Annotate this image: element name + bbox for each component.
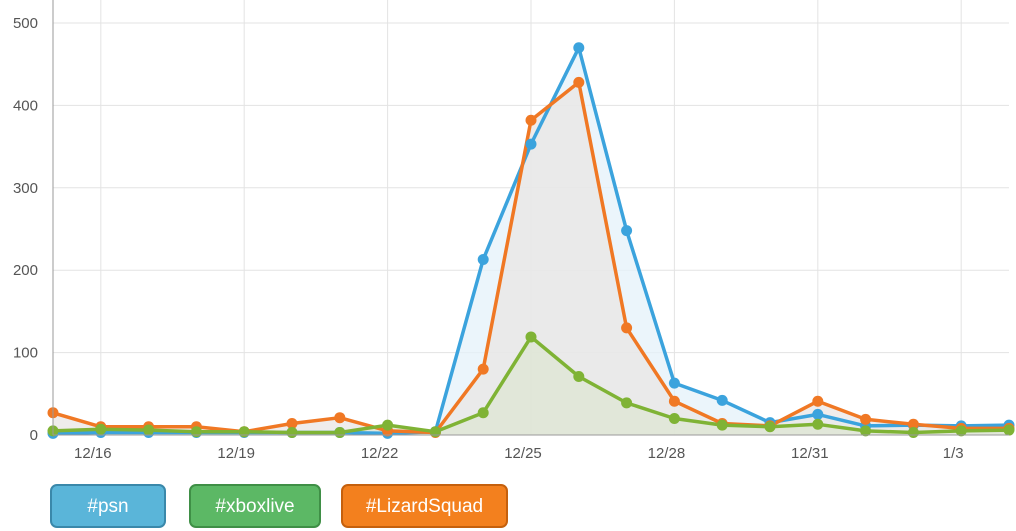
series-points: [47, 42, 1015, 439]
x-tick-label: 1/3: [943, 445, 964, 462]
data-point-psn[interactable]: [716, 394, 728, 406]
data-point-lizardsquad[interactable]: [621, 322, 633, 334]
data-point-xboxlive[interactable]: [286, 427, 298, 439]
data-point-lizardsquad[interactable]: [334, 412, 346, 424]
data-point-lizardsquad[interactable]: [860, 413, 872, 425]
legend-item-lizardsquad[interactable]: #LizardSquad: [341, 484, 508, 528]
data-point-psn[interactable]: [668, 377, 680, 389]
data-point-lizardsquad[interactable]: [812, 395, 824, 407]
axes: 0 100 200 300 400 500 12/16 12/19 12/22 12/25 12/2…: [13, 0, 1009, 462]
y-tick-label: 400: [13, 97, 38, 114]
data-point-lizardsquad[interactable]: [573, 76, 585, 88]
data-point-lizardsquad[interactable]: [907, 418, 919, 430]
data-point-xboxlive[interactable]: [764, 421, 776, 433]
y-tick-label: 0: [30, 427, 38, 444]
data-point-xboxlive[interactable]: [238, 426, 250, 438]
x-tick-label: 12/22: [361, 445, 399, 462]
data-point-xboxlive[interactable]: [812, 418, 824, 430]
data-point-xboxlive[interactable]: [668, 413, 680, 425]
series-areas: [53, 47, 1009, 436]
data-point-xboxlive[interactable]: [907, 427, 919, 439]
x-tick-label: 12/16: [74, 445, 112, 462]
data-point-psn[interactable]: [812, 408, 824, 420]
data-point-xboxlive[interactable]: [716, 419, 728, 431]
data-point-psn[interactable]: [573, 42, 585, 54]
data-point-xboxlive[interactable]: [621, 397, 633, 409]
data-point-xboxlive[interactable]: [334, 427, 346, 439]
line-chart: 0 100 200 300 400 500 12/16 12/19 12/22 12/25 12/2…: [13, 0, 1015, 462]
legend-item-xboxlive[interactable]: #xboxlive: [189, 484, 321, 528]
data-point-psn[interactable]: [477, 253, 489, 265]
grid: [53, 0, 1009, 435]
x-tick-label: 12/25: [504, 445, 542, 462]
legend: #psn #xboxlive #LizardSquad: [0, 484, 1016, 528]
data-point-xboxlive[interactable]: [477, 407, 489, 419]
data-point-lizardsquad[interactable]: [525, 114, 537, 126]
y-tick-label: 300: [13, 180, 38, 197]
data-point-xboxlive[interactable]: [955, 425, 967, 437]
data-point-psn[interactable]: [621, 225, 633, 237]
x-tick-label: 12/28: [648, 445, 686, 462]
data-point-xboxlive[interactable]: [525, 331, 537, 343]
data-point-lizardsquad[interactable]: [477, 363, 489, 375]
x-tick-label: 12/31: [791, 445, 829, 462]
data-point-lizardsquad[interactable]: [668, 395, 680, 407]
series-area-xboxlive: [53, 336, 1009, 435]
data-point-xboxlive[interactable]: [573, 370, 585, 382]
y-tick-label: 100: [13, 345, 38, 362]
legend-item-psn[interactable]: #psn: [50, 484, 166, 528]
data-point-lizardsquad[interactable]: [286, 417, 298, 429]
data-point-xboxlive[interactable]: [95, 423, 107, 435]
series-area-lizardsquad: [53, 82, 1009, 436]
data-point-xboxlive[interactable]: [382, 419, 394, 431]
data-point-psn[interactable]: [525, 138, 537, 150]
data-point-xboxlive[interactable]: [1003, 424, 1015, 436]
data-point-xboxlive[interactable]: [860, 425, 872, 437]
data-point-xboxlive[interactable]: [190, 426, 202, 438]
data-point-xboxlive[interactable]: [143, 424, 155, 436]
y-tick-label: 500: [13, 15, 38, 32]
x-tick-label: 12/19: [217, 445, 255, 462]
data-point-xboxlive[interactable]: [429, 426, 441, 438]
y-tick-label: 200: [13, 262, 38, 279]
